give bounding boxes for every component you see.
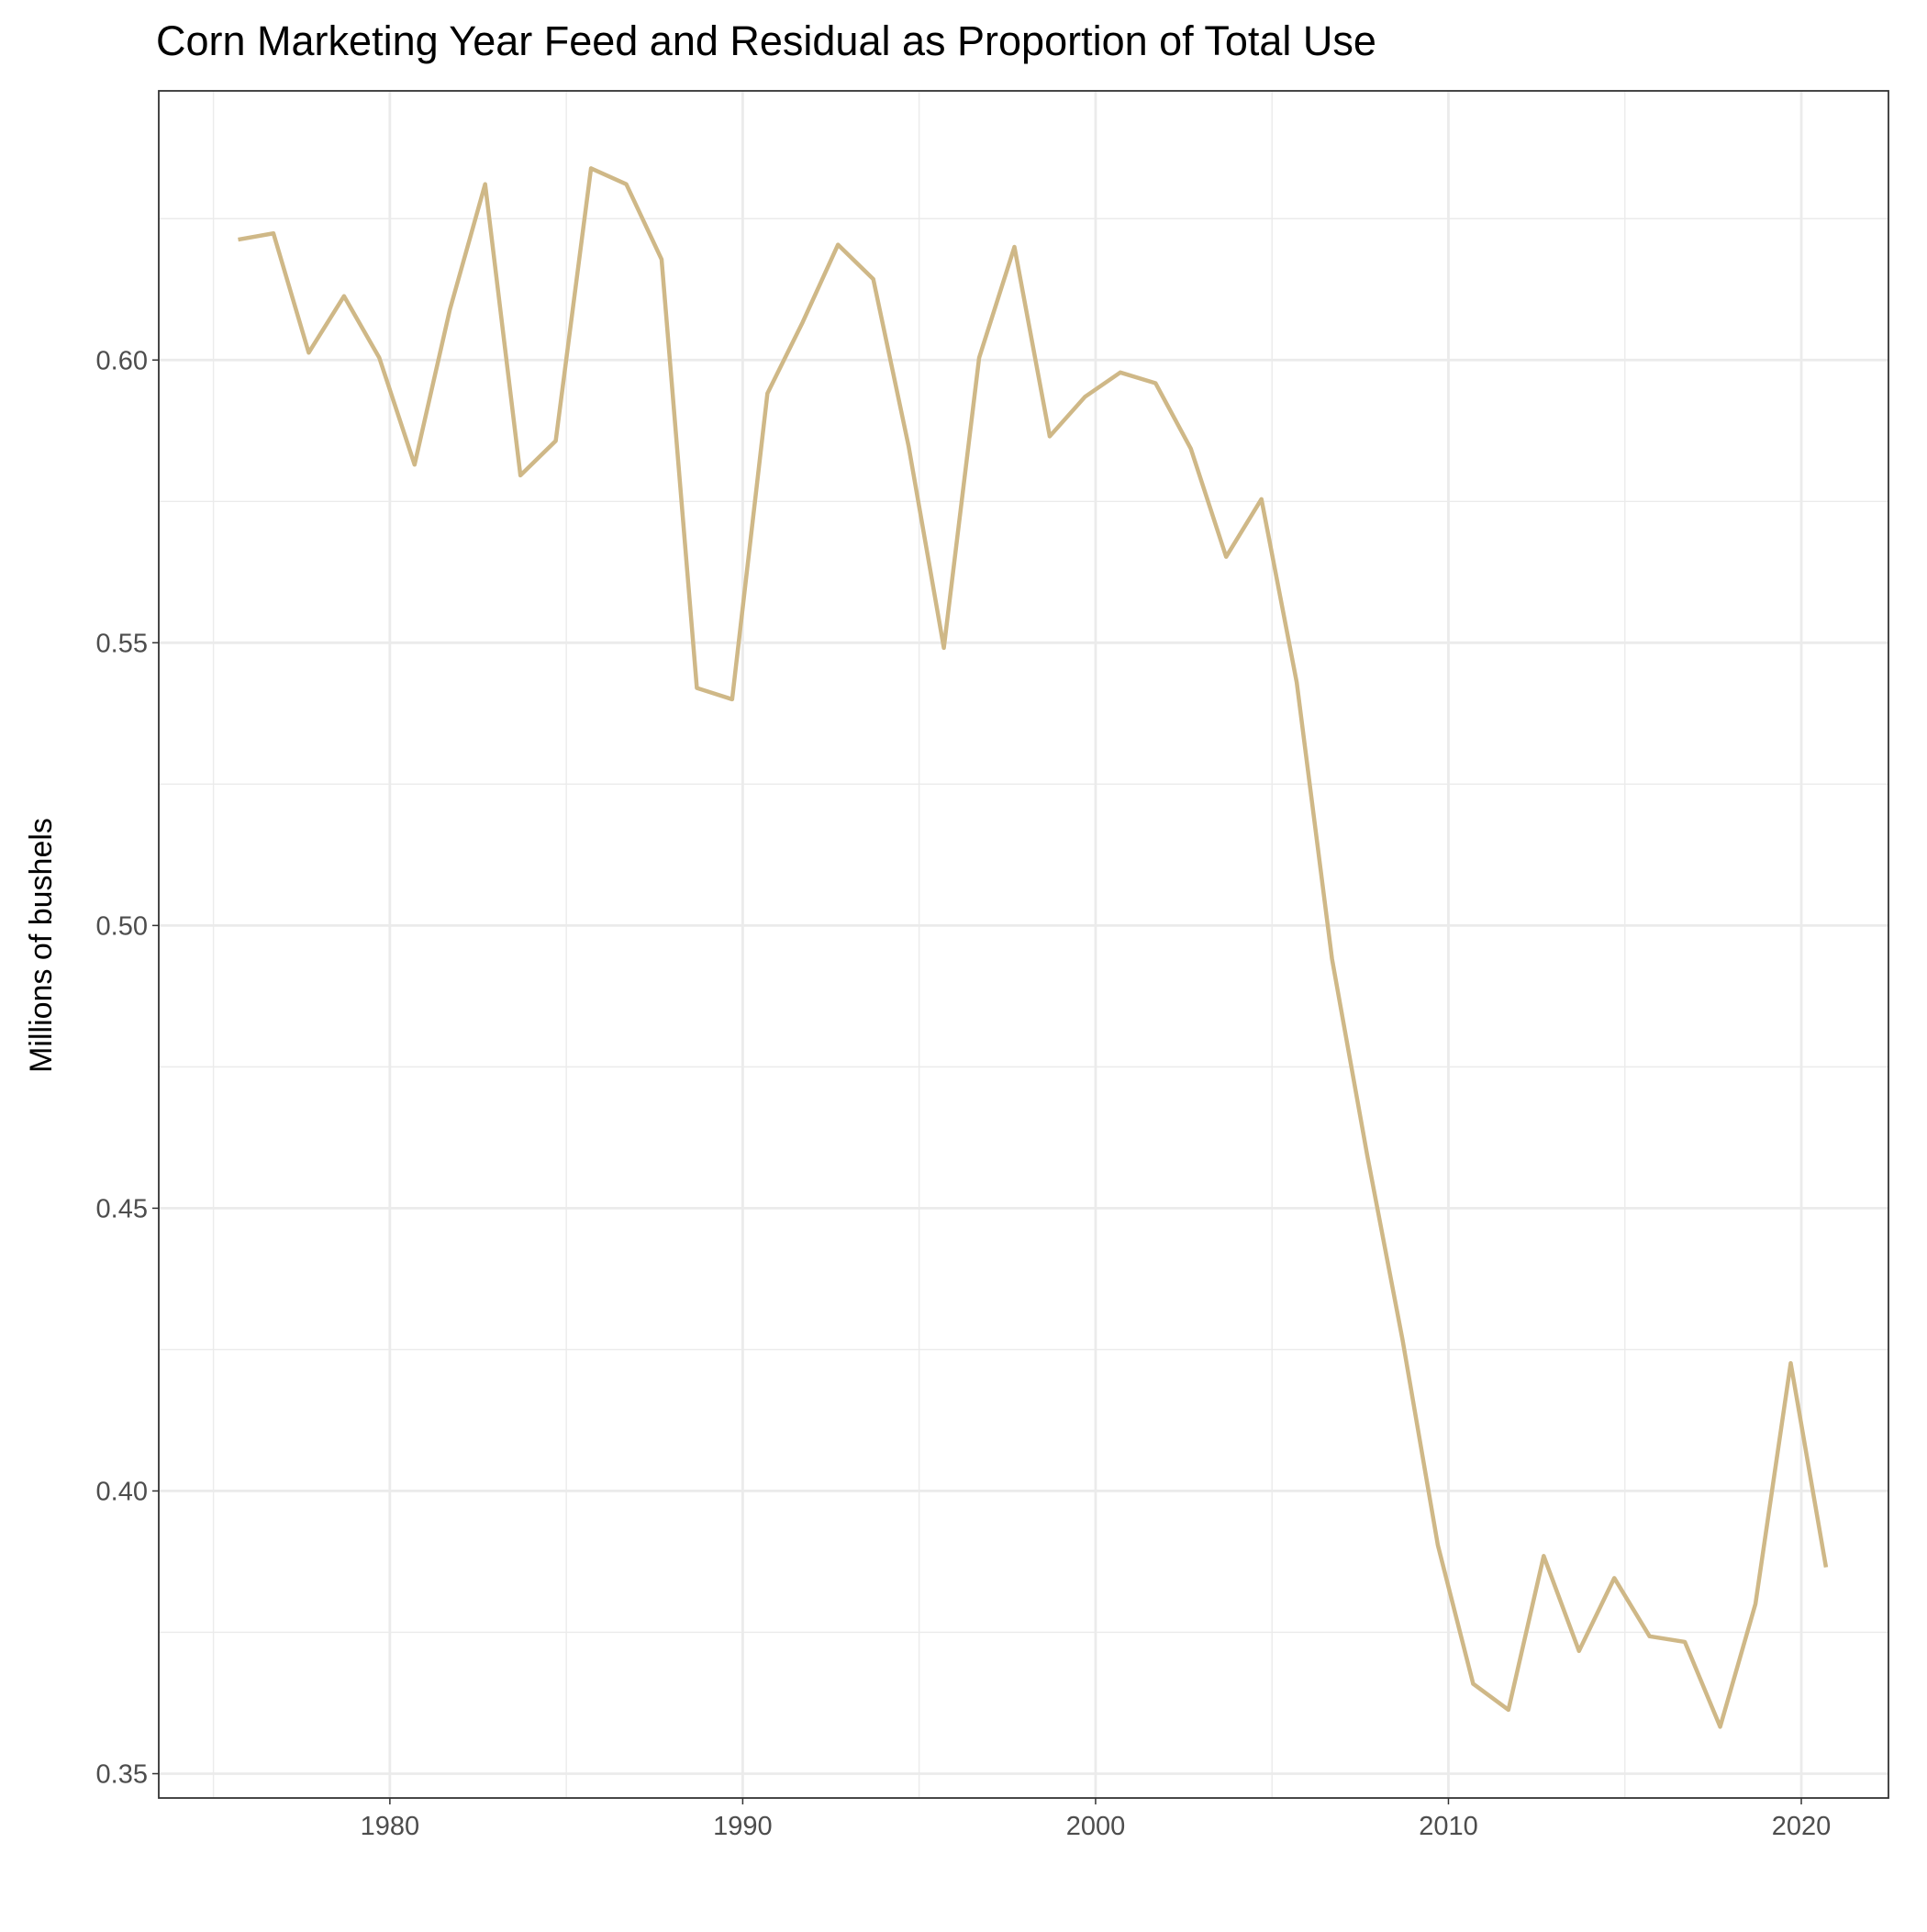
chart-title: Corn Marketing Year Feed and Residual as…: [156, 17, 1376, 64]
y-tick-label: 0.40: [96, 1477, 148, 1506]
x-tick-label: 2020: [1772, 1812, 1832, 1841]
x-tick-label: 2010: [1419, 1812, 1478, 1841]
x-tick-label: 1990: [713, 1812, 773, 1841]
panel-border: [158, 90, 1889, 1799]
y-tick-label: 0.50: [96, 911, 148, 941]
y-tick-label: 0.45: [96, 1194, 148, 1223]
data-line: [238, 166, 1829, 1729]
y-tick-label: 0.35: [96, 1760, 148, 1790]
x-tick-label: 1980: [361, 1812, 420, 1841]
y-tick-label: 0.55: [96, 629, 148, 658]
x-tick-label: 2000: [1066, 1812, 1126, 1841]
y-tick-label: 0.60: [96, 346, 148, 375]
y-axis-label: Millions of bushels: [24, 818, 59, 1073]
